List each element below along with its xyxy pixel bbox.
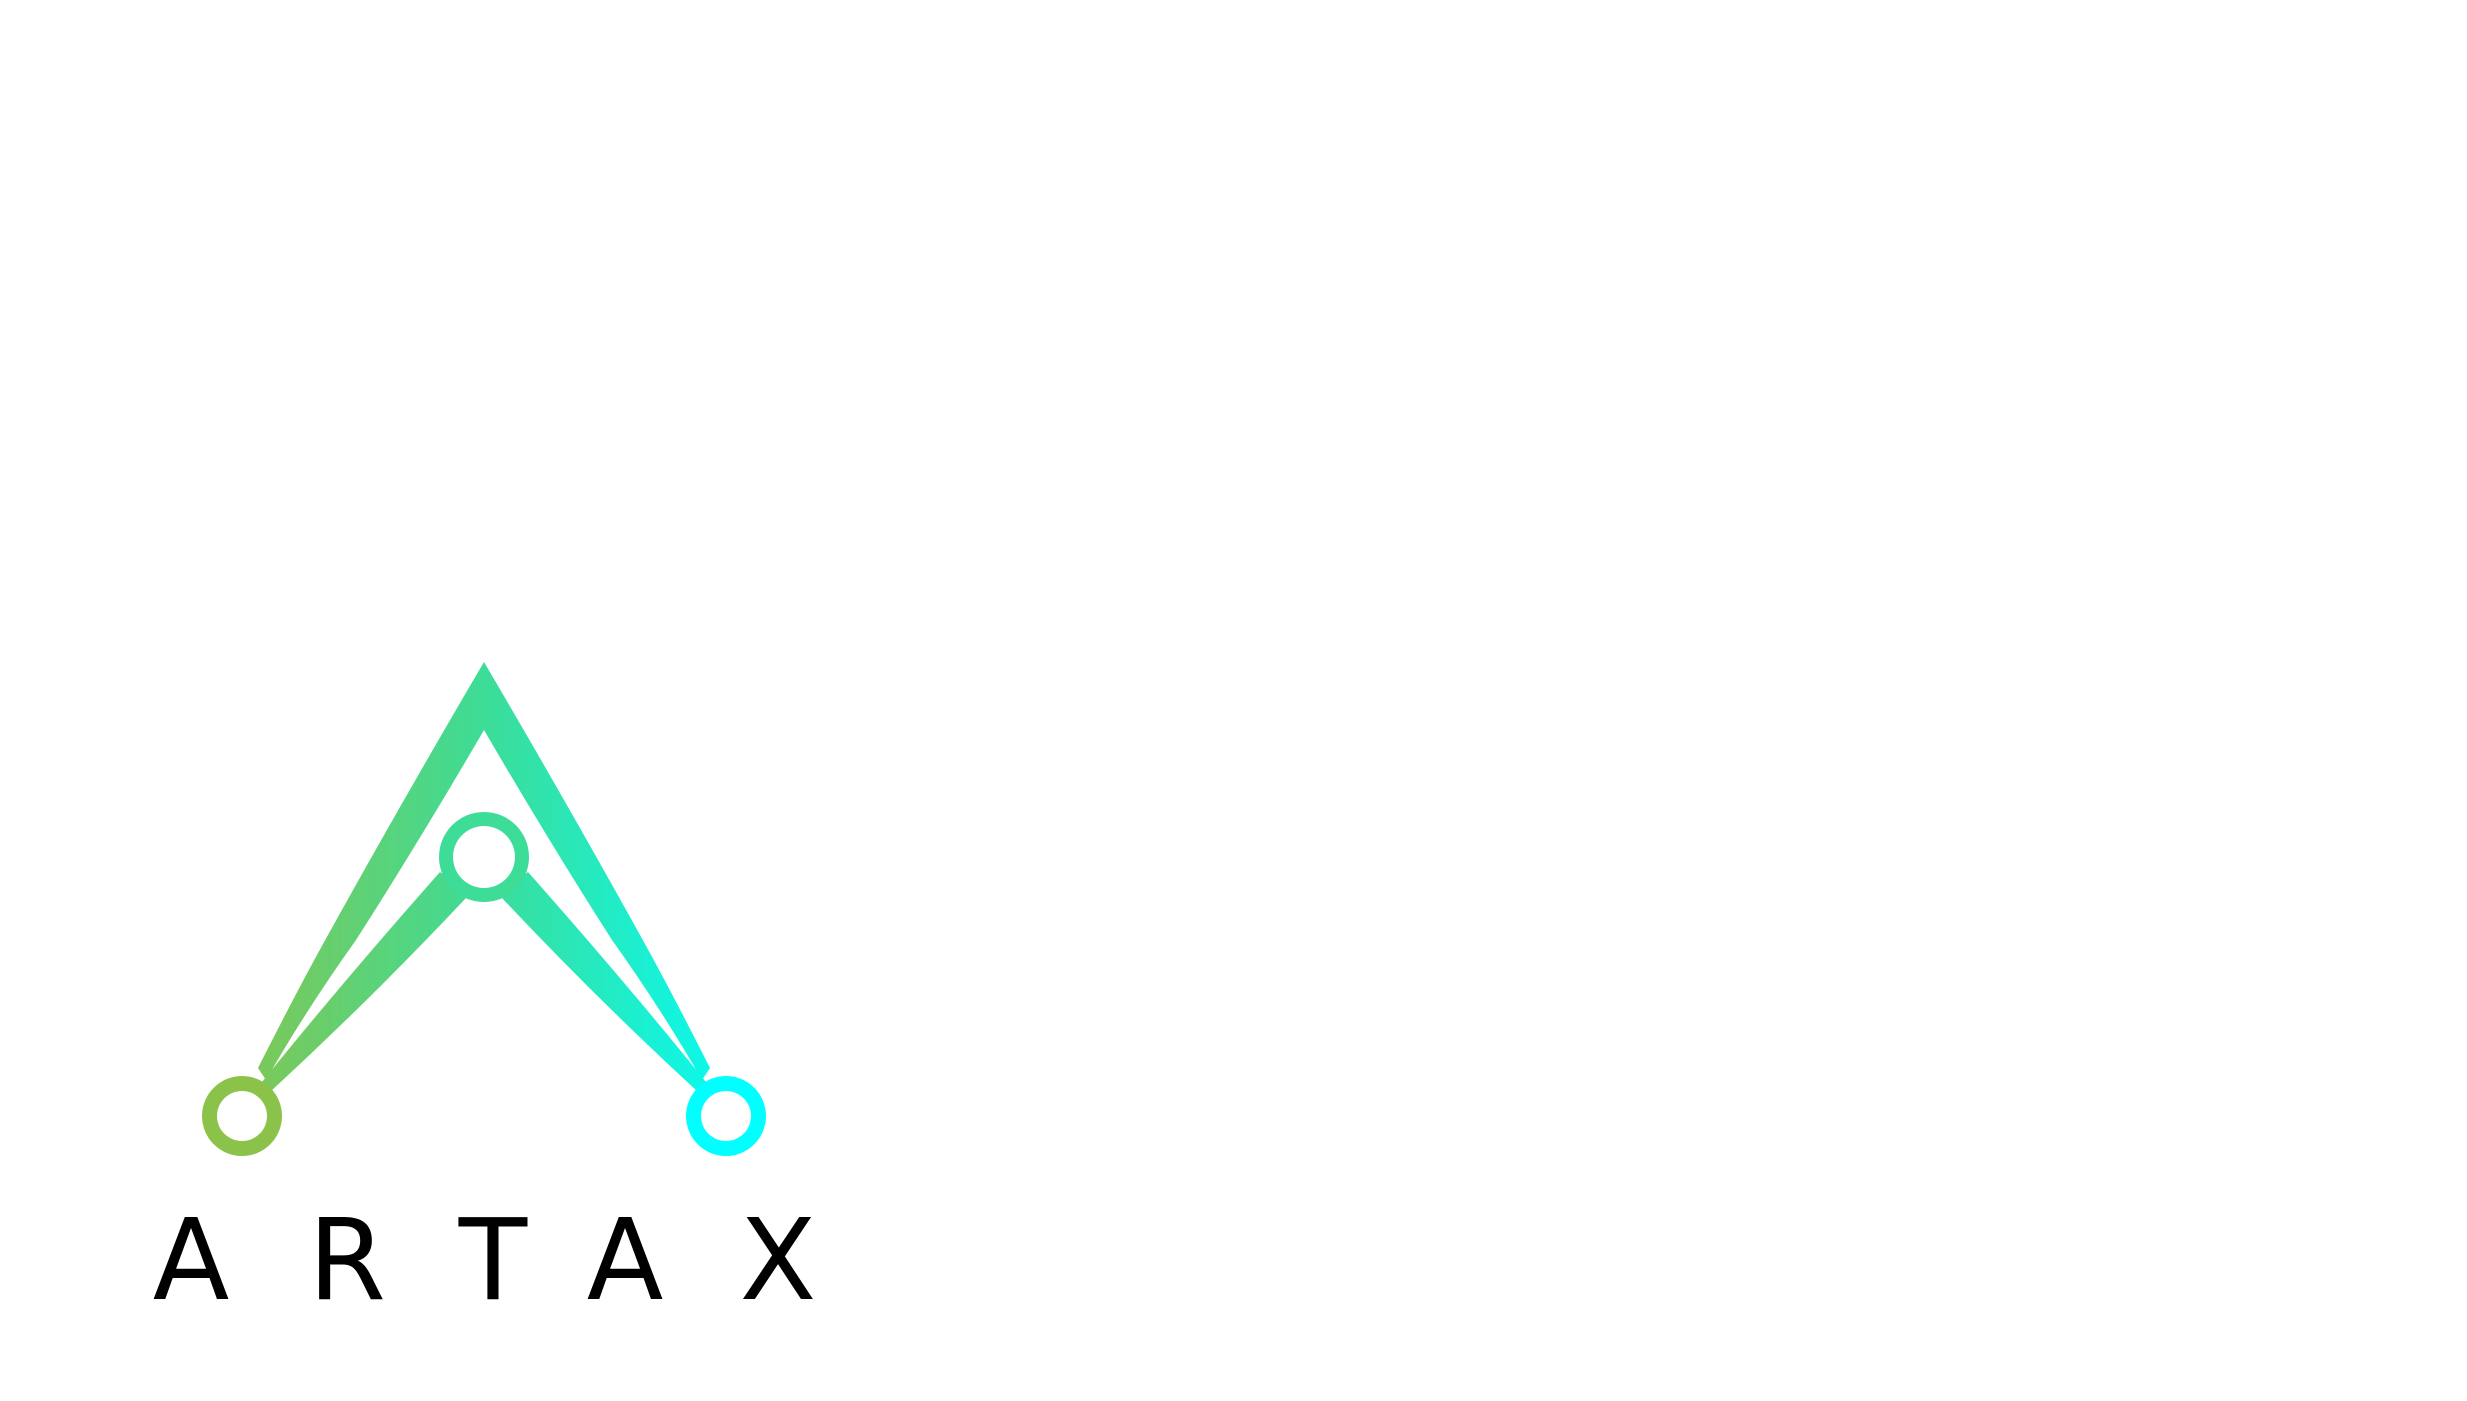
arm-right-icon (502, 872, 706, 1092)
wordmark-letter-a2: A (587, 1196, 664, 1326)
network-peak-icon (202, 662, 766, 1156)
node-right-icon (686, 1076, 766, 1156)
wordmark-letter-a1: A (153, 1196, 230, 1326)
node-center-icon (439, 812, 529, 902)
wordmark-letter-x: X (740, 1196, 817, 1326)
node-left-icon (202, 1076, 282, 1156)
wordmark: A R T A X (153, 1196, 817, 1326)
wordmark-letter-r: R (308, 1196, 386, 1326)
wordmark-letter-t: T (458, 1196, 528, 1326)
arm-left-icon (262, 872, 466, 1092)
